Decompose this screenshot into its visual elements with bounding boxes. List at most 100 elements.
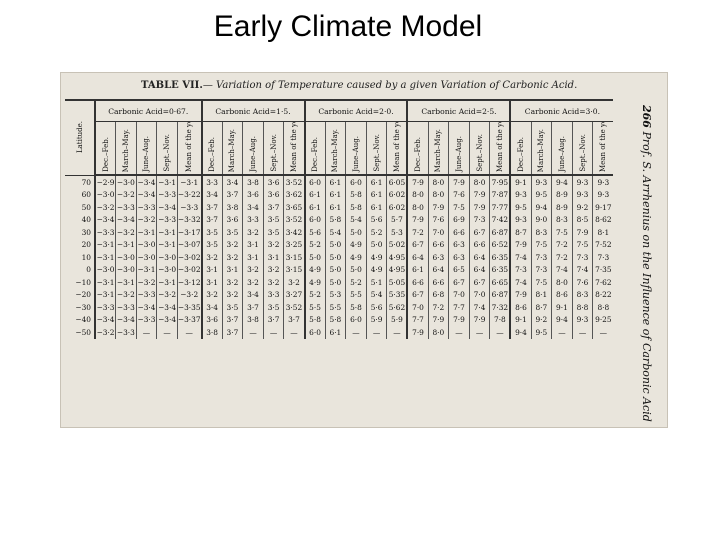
season-header-label: March–May. <box>331 128 340 172</box>
value-cell: 3·1 <box>200 276 223 289</box>
value-cell: 6·8 <box>427 288 449 301</box>
value-cell: 3·2 <box>262 238 284 251</box>
value-cell: 3·4 <box>242 288 264 301</box>
value-cell: 3·27 <box>283 288 305 301</box>
value-cell: −3·4 <box>156 313 178 326</box>
value-cell: 7·4 <box>571 263 593 276</box>
value-cell: 9·1 <box>551 301 573 314</box>
value-cell: 7·9 <box>468 188 490 201</box>
slide-title: Early Climate Model <box>213 10 483 43</box>
value-cell: 3·62 <box>283 188 305 201</box>
value-cell: 5·4 <box>365 288 387 301</box>
season-header: Sept.–Nov. <box>468 121 490 176</box>
value-cell: 7·3 <box>530 251 552 264</box>
value-cell: 3·8 <box>242 313 264 326</box>
value-cell: 3·2 <box>262 276 284 289</box>
table-row: −40 −3·4 −3·4 −3·3 −3·4 −3·37 3·6 3·7 3·8 3·7 3·7 5… <box>65 313 614 326</box>
value-cell: 3·2 <box>221 276 243 289</box>
value-cell: −3·02 <box>176 251 202 264</box>
value-cell: 5·3 <box>324 288 346 301</box>
value-cell: 7·3 <box>571 251 593 264</box>
value-cell: −3·0 <box>156 251 178 264</box>
value-cell: 6·87 <box>489 288 511 301</box>
value-cell: −3·4 <box>135 188 157 201</box>
value-cell: 3·1 <box>200 263 223 276</box>
value-cell: 5·0 <box>324 276 346 289</box>
value-cell: 6·02 <box>386 201 408 214</box>
value-cell: 3·15 <box>283 251 305 264</box>
value-cell: 5·05 <box>386 276 408 289</box>
value-cell: 6·05 <box>386 175 408 189</box>
season-header: Sept.–Nov. <box>156 121 178 176</box>
value-cell: 3·2 <box>242 263 264 276</box>
table-row: 20 −3·1 −3·1 −3·0 −3·1 −3·07 3·5 3·2 3·1 3·2 3·25 5… <box>65 238 614 251</box>
value-cell: 8·9 <box>551 188 573 201</box>
value-cell: 3·7 <box>262 313 284 326</box>
value-cell: 7·6 <box>427 213 449 226</box>
value-cell: 9·5 <box>509 201 532 214</box>
value-cell: −3·3 <box>135 288 157 301</box>
value-cell: 6·1 <box>365 175 387 189</box>
value-cell: −3·2 <box>94 201 116 214</box>
temperature-variation-table: Latitude. Carbonic Acid=0·67. Carbonic Ac… <box>65 99 614 339</box>
value-cell: 6·7 <box>468 226 490 239</box>
value-cell: 3·25 <box>283 238 305 251</box>
table-row: −30 −3·3 −3·3 −3·4 −3·4 −3·35 3·4 3·5 3·7 3·5 3·52… <box>65 301 614 314</box>
value-cell: 8·7 <box>509 226 532 239</box>
value-cell: −3·32 <box>176 213 202 226</box>
value-cell: −3·1 <box>94 276 116 289</box>
value-cell: 7·5 <box>571 238 593 251</box>
table-caption: TABLE VII.— Variation of Temperature cau… <box>141 80 577 91</box>
value-cell: −3·0 <box>94 188 116 201</box>
value-cell: −3·17 <box>176 226 202 239</box>
value-cell: 3·4 <box>200 301 223 314</box>
value-cell: −3·2 <box>135 276 157 289</box>
value-cell: 8·0 <box>468 175 490 189</box>
value-cell: 7·9 <box>427 313 449 326</box>
value-cell: 3·2 <box>262 263 284 276</box>
value-cell: −3·1 <box>156 238 178 251</box>
value-cell: 9·25 <box>592 313 614 326</box>
value-cell: 7·3 <box>509 263 532 276</box>
value-cell: 6·6 <box>406 276 429 289</box>
value-cell: 7·35 <box>592 263 614 276</box>
season-header-label: March–May. <box>434 128 443 172</box>
value-cell: 9·3 <box>530 175 552 189</box>
value-cell: 3·52 <box>283 213 305 226</box>
value-cell: 6·6 <box>468 238 490 251</box>
value-cell: 3·1 <box>221 263 243 276</box>
value-cell: 3·7 <box>221 326 243 339</box>
value-cell: 9·4 <box>530 201 552 214</box>
value-cell: 5·5 <box>345 288 367 301</box>
value-cell: 3·8 <box>221 201 243 214</box>
value-cell: 7·4 <box>509 251 532 264</box>
value-cell: 4·9 <box>365 263 387 276</box>
value-cell: 7·0 <box>448 288 470 301</box>
value-cell: 9·5 <box>530 188 552 201</box>
value-cell: 5·5 <box>324 301 346 314</box>
latitude-cell: 30 <box>81 227 91 237</box>
value-cell: 3·7 <box>200 201 223 214</box>
season-header-label: June–Aug. <box>454 136 463 172</box>
value-cell: 8·8 <box>571 301 593 314</box>
value-cell: −3·1 <box>115 238 137 251</box>
table-row: 30 −3·3 −3·2 −3·1 −3·1 −3·17 3·5 3·5 3·2 3·5 3·42 5… <box>65 226 614 239</box>
value-cell: 7·6 <box>448 188 470 201</box>
value-cell: 6·1 <box>406 263 429 276</box>
value-cell: 3·3 <box>200 175 223 189</box>
value-cell: −3·2 <box>94 326 116 339</box>
value-cell: 7·9 <box>448 175 470 189</box>
value-cell: −2·9 <box>94 175 116 189</box>
value-cell: 8·22 <box>592 288 614 301</box>
value-cell: 9·3 <box>509 213 532 226</box>
latitude-cell: 50 <box>81 202 91 212</box>
value-cell: 7·42 <box>489 213 511 226</box>
value-cell: 7·7 <box>448 301 470 314</box>
value-cell: 9·3 <box>592 188 614 201</box>
value-cell: 3·3 <box>242 213 264 226</box>
value-cell: 6·6 <box>427 276 449 289</box>
value-cell: −3·1 <box>135 263 157 276</box>
value-cell: 3·5 <box>200 238 223 251</box>
value-cell: −3·0 <box>115 175 137 189</box>
value-cell: 5·2 <box>365 226 387 239</box>
